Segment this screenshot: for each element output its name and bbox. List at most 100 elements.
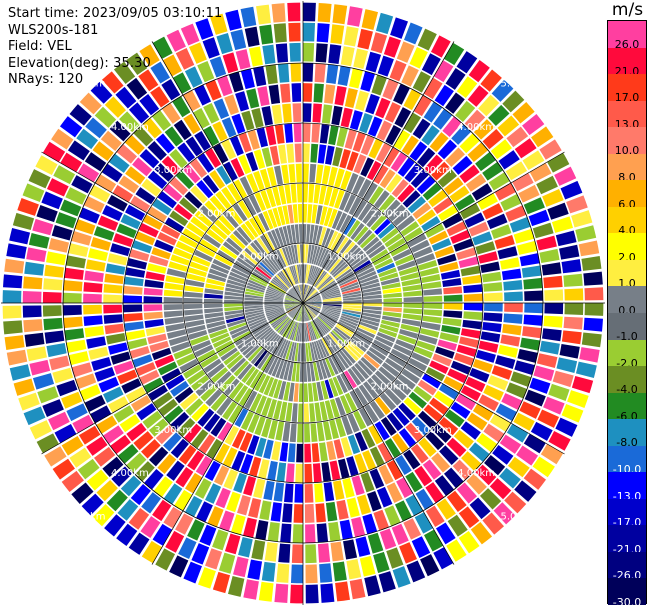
velocity-gate [143, 377, 164, 393]
velocity-gate [342, 290, 361, 297]
velocity-gate [189, 261, 209, 272]
velocity-gate [147, 206, 168, 223]
velocity-gate [358, 270, 377, 281]
velocity-gate [352, 335, 370, 349]
velocity-gate [271, 278, 288, 292]
velocity-gate [147, 170, 168, 189]
velocity-gate [396, 260, 417, 271]
velocity-gate [294, 143, 302, 163]
velocity-gate [497, 246, 518, 260]
velocity-gate [271, 3, 286, 23]
velocity-gate [303, 303, 322, 306]
velocity-gate [355, 90, 369, 111]
velocity-gate [117, 499, 139, 521]
velocity-gate [303, 303, 317, 317]
velocity-gate [559, 343, 580, 359]
velocity-gate [328, 332, 343, 349]
velocity-gate [514, 138, 537, 159]
velocity-gate [309, 321, 317, 340]
velocity-gate [81, 493, 104, 516]
velocity-gate [249, 370, 263, 389]
velocity-gate [336, 270, 354, 283]
velocity-gate [61, 470, 84, 493]
velocity-gate [303, 123, 311, 143]
velocity-gate [262, 44, 276, 65]
velocity-gate [197, 61, 215, 83]
velocity-gate [52, 458, 75, 480]
velocity-gate [305, 524, 316, 543]
velocity-gate [373, 339, 392, 352]
velocity-gate [126, 452, 147, 473]
velocity-gate [210, 13, 228, 35]
velocity-gate [571, 375, 594, 394]
velocity-gate [363, 298, 382, 303]
velocity-gate [483, 312, 503, 323]
velocity-gate [195, 379, 214, 397]
velocity-gate [313, 270, 326, 287]
velocity-gate [255, 437, 267, 458]
velocity-gate [472, 358, 493, 373]
velocity-gate [212, 571, 231, 594]
velocity-gate [232, 264, 251, 276]
velocity-gate [224, 533, 241, 555]
velocity-gate [225, 283, 245, 291]
velocity-gate [520, 337, 541, 351]
velocity-gate [359, 321, 379, 331]
velocity-gate [417, 410, 437, 429]
velocity-gate [373, 164, 389, 185]
velocity-gate [104, 273, 124, 285]
velocity-gate [320, 380, 329, 400]
velocity-gate [442, 116, 462, 138]
velocity-gate [144, 279, 164, 289]
velocity-gate [240, 6, 257, 28]
velocity-gate [253, 268, 271, 282]
velocity-gate [383, 292, 402, 299]
velocity-gate [104, 514, 126, 537]
velocity-gate [175, 466, 194, 488]
velocity-gate [382, 78, 399, 100]
velocity-gate [544, 303, 564, 315]
velocity-gate [259, 168, 271, 189]
velocity-gate [303, 303, 315, 318]
velocity-gate [183, 291, 203, 298]
velocity-gate [461, 451, 482, 472]
velocity-gate [320, 285, 339, 295]
velocity-gate [491, 365, 513, 380]
velocity-gate [125, 267, 146, 278]
velocity-gate [66, 403, 88, 422]
velocity-gate [48, 411, 70, 431]
velocity-gate [290, 564, 303, 584]
velocity-gate [308, 265, 315, 284]
azimuth-line [41, 151, 304, 304]
velocity-gate [86, 469, 109, 491]
velocity-gate [386, 412, 404, 432]
velocity-gate [216, 32, 233, 55]
velocity-gate [307, 322, 314, 341]
velocity-gate [480, 261, 500, 273]
velocity-gate [164, 405, 184, 424]
velocity-gate [468, 221, 489, 237]
velocity-gate [322, 306, 342, 311]
velocity-gate [90, 237, 111, 251]
velocity-gate [277, 273, 291, 289]
velocity-gate [469, 497, 491, 520]
velocity-gate [157, 231, 177, 246]
velocity-gate [258, 581, 274, 602]
velocity-gate [125, 329, 146, 341]
velocity-gate [288, 341, 295, 361]
velocity-gate [291, 362, 297, 382]
velocity-gate [319, 401, 328, 421]
velocity-gate [327, 208, 338, 228]
velocity-gate [291, 403, 298, 423]
velocity-gate [180, 23, 200, 46]
velocity-gate [110, 351, 131, 365]
velocity-gate [323, 336, 336, 354]
velocity-gate [384, 102, 401, 123]
velocity-gate [204, 293, 223, 299]
velocity-gate [478, 394, 499, 412]
velocity-gate [197, 408, 215, 427]
velocity-gate [196, 501, 213, 523]
velocity-gate [233, 556, 249, 578]
velocity-gate [284, 300, 303, 303]
velocity-gate [303, 288, 315, 303]
